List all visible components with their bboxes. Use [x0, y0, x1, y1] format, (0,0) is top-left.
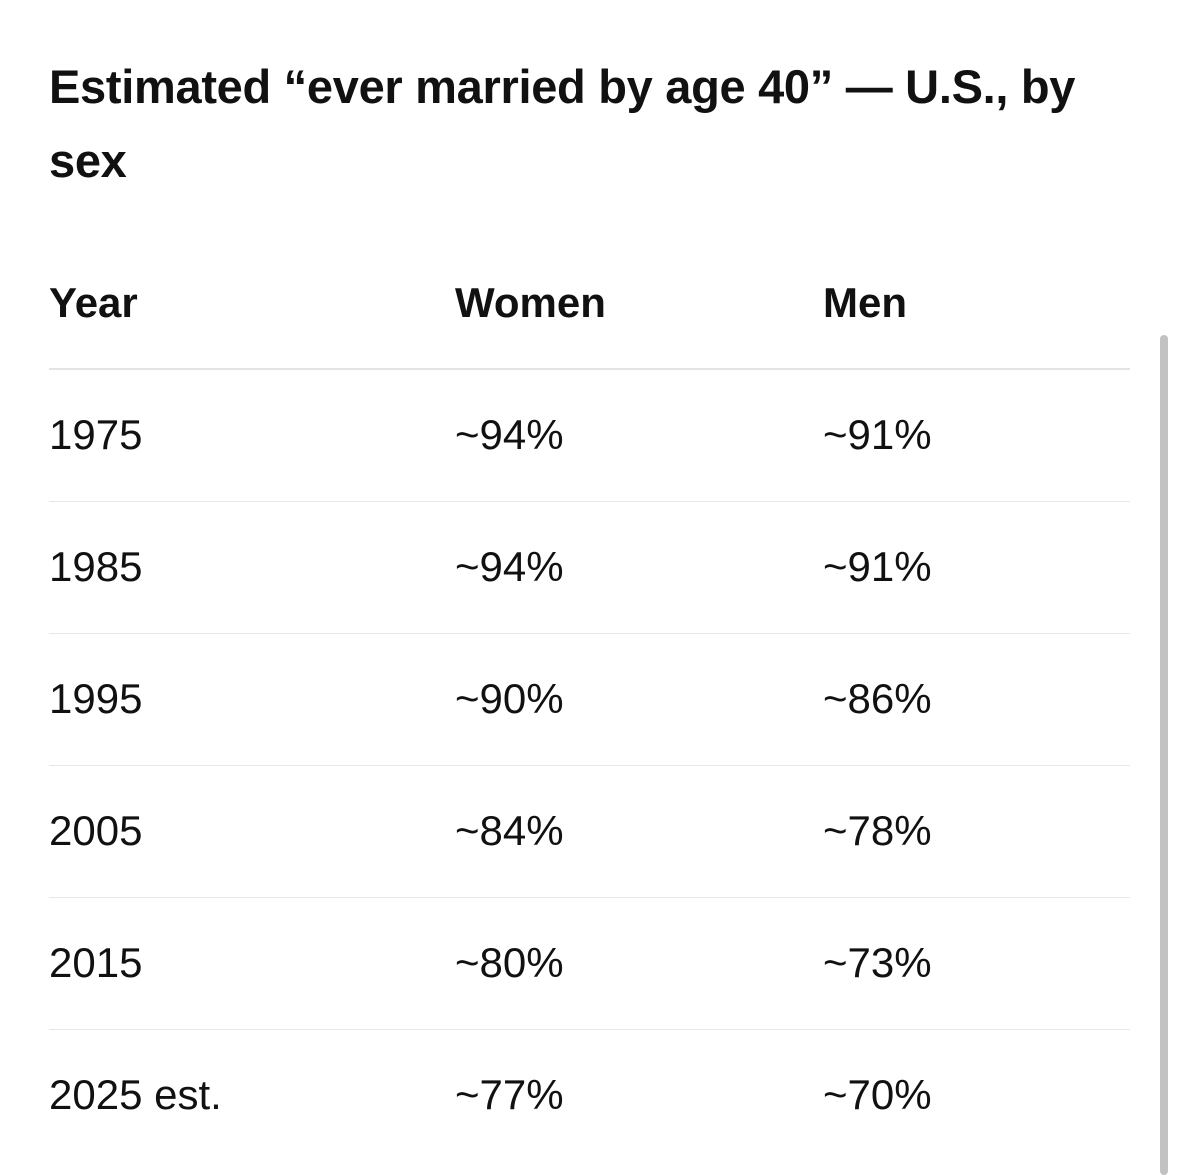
table-row: 1985 ~94% ~91%	[49, 502, 1130, 634]
cell-women: ~84%	[455, 807, 564, 854]
table-row: 2025 est. ~77% ~70%	[49, 1030, 1130, 1161]
cell-year: 2015	[49, 939, 143, 986]
page-title: Estimated “ever married by age 40” — U.S…	[49, 60, 1076, 187]
cell-men: ~91%	[823, 411, 932, 458]
cell-men: ~86%	[823, 675, 932, 722]
cell-year: 2025 est.	[49, 1071, 222, 1118]
column-header-year: Year	[49, 279, 138, 326]
data-table: Year Women Men 1975 ~94% ~91% 1985 ~94% …	[49, 238, 1130, 1161]
table-row: 2005 ~84% ~78%	[49, 766, 1130, 898]
cell-men: ~91%	[823, 543, 932, 590]
cell-men: ~73%	[823, 939, 932, 986]
cell-women: ~94%	[455, 543, 564, 590]
column-header-men: Men	[823, 279, 907, 326]
cell-women: ~80%	[455, 939, 564, 986]
vertical-scrollbar[interactable]	[1160, 335, 1168, 1175]
cell-men: ~78%	[823, 807, 932, 854]
cell-year: 2005	[49, 807, 143, 854]
cell-year: 1985	[49, 543, 143, 590]
cell-women: ~77%	[455, 1071, 564, 1118]
cell-year: 1995	[49, 675, 143, 722]
cell-year: 1975	[49, 411, 143, 458]
table-row: 1975 ~94% ~91%	[49, 370, 1130, 502]
cell-men: ~70%	[823, 1071, 932, 1118]
column-header-women: Women	[455, 279, 606, 326]
table-row: 2015 ~80% ~73%	[49, 898, 1130, 1030]
cell-women: ~94%	[455, 411, 564, 458]
cell-women: ~90%	[455, 675, 564, 722]
table-row: 1995 ~90% ~86%	[49, 634, 1130, 766]
table-header-row: Year Women Men	[49, 238, 1130, 370]
